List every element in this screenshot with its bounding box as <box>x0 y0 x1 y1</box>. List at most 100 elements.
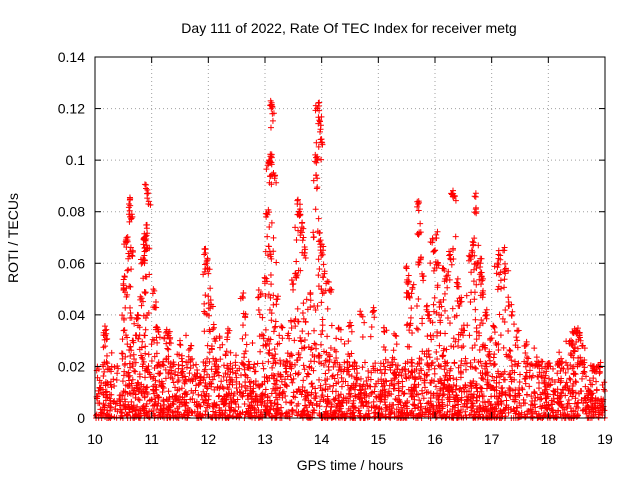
data-point <box>114 363 121 370</box>
data-point <box>319 141 326 148</box>
data-point <box>467 299 474 306</box>
data-point <box>278 323 285 330</box>
data-point <box>233 385 240 392</box>
data-point <box>293 237 300 244</box>
data-point <box>262 411 269 418</box>
data-point <box>512 358 518 365</box>
data-point <box>522 380 529 387</box>
data-point <box>96 385 103 392</box>
data-point <box>247 378 254 385</box>
data-point <box>332 388 339 395</box>
data-point <box>382 356 389 363</box>
data-point <box>544 382 551 389</box>
data-point <box>129 385 136 392</box>
data-point <box>128 380 135 387</box>
data-point <box>411 402 418 409</box>
data-point <box>572 395 579 402</box>
data-point <box>444 315 451 322</box>
data-point <box>305 330 312 337</box>
data-point <box>282 363 289 370</box>
data-point <box>111 364 118 371</box>
data-point <box>345 351 352 358</box>
data-point <box>446 398 453 405</box>
data-point <box>251 361 258 368</box>
data-point <box>452 233 459 240</box>
data-point <box>351 359 358 366</box>
data-point <box>420 395 427 402</box>
data-point <box>266 350 273 357</box>
data-point <box>268 219 275 226</box>
data-point <box>576 334 583 341</box>
data-point <box>242 311 249 318</box>
data-point <box>183 364 190 371</box>
data-point <box>264 374 271 381</box>
data-point <box>441 307 448 314</box>
data-point <box>316 238 323 245</box>
data-point <box>174 414 181 421</box>
plot-frame <box>94 56 606 419</box>
data-point <box>445 383 452 390</box>
data-point <box>116 402 123 409</box>
data-point <box>291 337 298 344</box>
data-point <box>128 215 135 222</box>
data-point <box>439 399 446 406</box>
data-point <box>317 136 324 143</box>
data-point <box>138 302 145 309</box>
data-point <box>263 374 270 381</box>
data-point <box>144 230 151 237</box>
data-point <box>216 404 223 411</box>
data-point <box>301 366 308 373</box>
data-point <box>555 376 562 383</box>
data-point <box>152 298 159 305</box>
data-point <box>494 411 501 418</box>
data-point <box>438 303 445 310</box>
data-point <box>123 411 130 418</box>
data-point <box>201 328 208 335</box>
data-point <box>244 374 251 381</box>
data-point <box>267 124 274 131</box>
data-point <box>458 394 465 401</box>
data-point <box>272 412 279 419</box>
y-tick-label: 0.06 <box>58 255 85 271</box>
data-point <box>437 385 444 392</box>
data-point <box>101 359 108 366</box>
data-point <box>470 395 477 402</box>
data-point <box>538 374 545 381</box>
data-point <box>211 370 218 377</box>
data-point <box>96 390 103 397</box>
data-point <box>270 248 277 255</box>
data-point <box>160 362 167 369</box>
data-point <box>426 354 433 361</box>
data-point <box>178 355 185 362</box>
data-point <box>345 405 352 412</box>
data-point <box>308 380 315 387</box>
data-point <box>535 363 542 370</box>
data-point <box>477 292 484 299</box>
data-point <box>463 292 470 299</box>
data-point <box>417 365 424 372</box>
data-point <box>430 267 437 274</box>
data-point <box>330 363 337 370</box>
data-point <box>182 378 189 385</box>
data-point <box>254 402 261 409</box>
data-point <box>416 259 423 266</box>
data-point <box>193 401 200 408</box>
data-point <box>294 271 301 278</box>
data-point <box>498 400 505 407</box>
data-point <box>585 392 592 399</box>
data-point <box>588 408 595 415</box>
data-point <box>446 391 453 398</box>
data-point <box>319 322 326 329</box>
data-point <box>177 342 184 349</box>
data-point <box>104 335 111 342</box>
data-point <box>285 330 292 337</box>
data-point <box>514 363 521 370</box>
data-point <box>559 358 566 365</box>
data-point <box>356 395 363 402</box>
data-point <box>112 406 119 413</box>
data-point <box>96 400 103 407</box>
data-point <box>205 393 212 400</box>
data-point <box>381 396 388 403</box>
data-point <box>126 360 133 367</box>
data-point <box>189 378 196 385</box>
